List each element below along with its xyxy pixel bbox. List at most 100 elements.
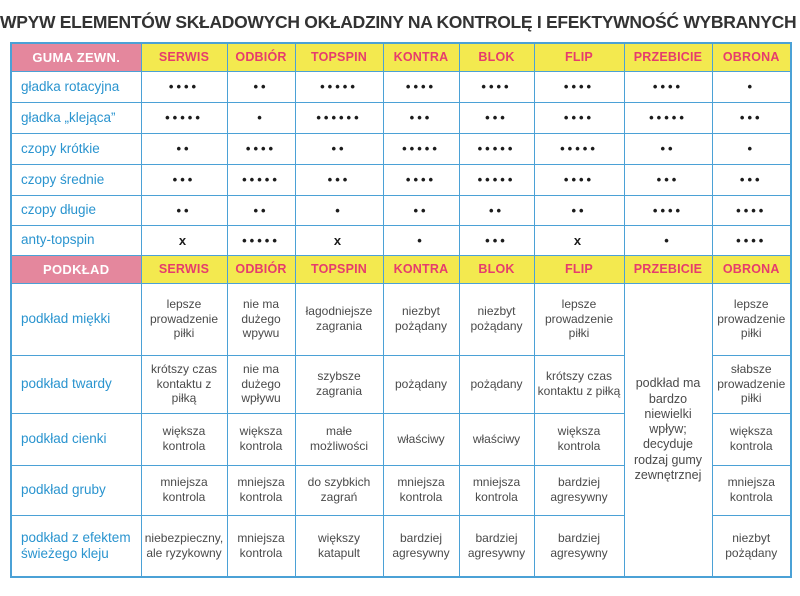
effect-cell: mniejsza kontrola	[711, 464, 792, 516]
rating-cell: ••••••	[294, 101, 384, 134]
col-header-obrona: OBRONA	[711, 254, 792, 284]
row-label: anty-topspin	[10, 224, 142, 256]
rating-cell: •••	[140, 163, 228, 196]
rating-cell: •••••	[623, 101, 713, 134]
rating-cell: •••••	[458, 132, 535, 165]
table-row-czopy-dlugie: czopy długie •• •• • •• •• •• •••• ••••	[10, 194, 792, 226]
rating-cell: •••	[711, 163, 792, 196]
col-header-kontra: KONTRA	[382, 254, 460, 284]
col-header-blok: BLOK	[458, 42, 535, 72]
rating-cell: ••••	[623, 194, 713, 226]
table-row-gladka-rotacyjna: gładka rotacyjna •••• •• ••••• •••• ••••…	[10, 70, 792, 103]
effect-cell: niezbyt pożądany	[711, 514, 792, 578]
col-header-blok: BLOK	[458, 254, 535, 284]
effect-cell: większa kontrola	[711, 412, 792, 466]
rating-cell: ••	[533, 194, 625, 226]
effect-cell: lepsze prowadzenie piłki	[140, 282, 228, 356]
col-header-serwis: SERWIS	[140, 42, 228, 72]
rating-cell: •••••	[382, 132, 460, 165]
rating-cell: ••	[140, 132, 228, 165]
table-row-podklad-twardy: podkład twardy krótszy czas kontaktu z p…	[10, 354, 792, 414]
rating-cell: •	[382, 224, 460, 256]
effect-cell: słabsze prowadzenie piłki	[711, 354, 792, 414]
table-row-czopy-krotkie: czopy krótkie •• •••• •• ••••• ••••• •••…	[10, 132, 792, 165]
rating-cell: ••••	[711, 224, 792, 256]
effect-cell: mniejsza kontrola	[382, 464, 460, 516]
col-header-topspin: TOPSPIN	[294, 42, 384, 72]
effect-cell: niezbyt pożądany	[382, 282, 460, 356]
effect-cell: szybsze zagrania	[294, 354, 384, 414]
rating-cell: •	[711, 132, 792, 165]
rating-cell: •••	[382, 101, 460, 134]
effect-cell: właściwy	[458, 412, 535, 466]
effect-cell: mniejsza kontrola	[140, 464, 228, 516]
row-label: podkład z efektem świeżego kleju	[10, 514, 142, 578]
row-label: gładka „klejąca”	[10, 101, 142, 134]
rating-cell: ••••	[533, 70, 625, 103]
effect-cell: małe możliwości	[294, 412, 384, 466]
rating-cell: •••••	[226, 163, 296, 196]
rating-cell: •••••	[533, 132, 625, 165]
effect-cell: mniejsza kontrola	[226, 464, 296, 516]
rating-cell: ••••	[711, 194, 792, 226]
table-row-podklad-swiezy-klej: podkład z efektem świeżego kleju niebezp…	[10, 514, 792, 578]
col-header-flip: FLIP	[533, 42, 625, 72]
col-header-przebicie: PRZEBICIE	[623, 254, 713, 284]
effect-cell: większy katapult	[294, 514, 384, 578]
rating-cell: •	[294, 194, 384, 226]
row-label: podkład twardy	[10, 354, 142, 414]
col-header-obrona: OBRONA	[711, 42, 792, 72]
rating-cell: ••••	[458, 70, 535, 103]
table-row-gladka-klejaca: gładka „klejąca” ••••• • •••••• ••• ••• …	[10, 101, 792, 134]
effect-cell: pożądany	[458, 354, 535, 414]
row-label: czopy krótkie	[10, 132, 142, 165]
effect-cell: krótszy czas kontaktu z piłką	[533, 354, 625, 414]
table-row-anty-topspin: anty-topspin x ••••• x • ••• x • ••••	[10, 224, 792, 256]
rating-cell: •••••	[226, 224, 296, 256]
row-label: czopy długie	[10, 194, 142, 226]
effect-cell: mniejsza kontrola	[458, 464, 535, 516]
rating-cell: ••	[294, 132, 384, 165]
effect-cell: bardziej agresywny	[382, 514, 460, 578]
col-header-kontra: KONTRA	[382, 42, 460, 72]
rating-cell: x	[533, 224, 625, 256]
rating-cell: •••	[711, 101, 792, 134]
rating-cell: ••••	[382, 70, 460, 103]
rating-cell: •••	[623, 163, 713, 196]
col-header-flip: FLIP	[533, 254, 625, 284]
rating-cell: •••••	[294, 70, 384, 103]
effect-cell: większa kontrola	[226, 412, 296, 466]
merged-przebicie-cell: podkład ma bardzo niewielki wpływ; decyd…	[623, 282, 713, 578]
row-label: czopy średnie	[10, 163, 142, 196]
rating-cell: ••••	[226, 132, 296, 165]
col-header-topspin: TOPSPIN	[294, 254, 384, 284]
table-row-podklad-gruby: podkład gruby mniejsza kontrola mniejsza…	[10, 464, 792, 516]
col-header-serwis: SERWIS	[140, 254, 228, 284]
rating-cell: •••••	[458, 163, 535, 196]
section2-title: PODKŁAD	[10, 254, 142, 284]
rating-cell: •	[711, 70, 792, 103]
effect-cell: do szybkich zagrań	[294, 464, 384, 516]
row-label: podkład miękki	[10, 282, 142, 356]
rating-cell: •••••	[140, 101, 228, 134]
effect-cell: bardziej agresywny	[533, 464, 625, 516]
rating-cell: •••	[458, 101, 535, 134]
effect-cell: większa kontrola	[140, 412, 228, 466]
section1-header-row: GUMA ZEWN. SERWIS ODBIÓR TOPSPIN KONTRA …	[10, 42, 792, 72]
rating-cell: •••	[458, 224, 535, 256]
col-header-przebicie: PRZEBICIE	[623, 42, 713, 72]
rating-cell: •	[623, 224, 713, 256]
effect-cell: krótszy czas kontaktu z piłką	[140, 354, 228, 414]
rating-cell: •	[226, 101, 296, 134]
table-row-czopy-srednie: czopy średnie ••• ••••• ••• •••• ••••• •…	[10, 163, 792, 196]
effect-cell: lepsze prowadzenie piłki	[533, 282, 625, 356]
effect-cell: nie ma dużego wpywu	[226, 282, 296, 356]
effect-cell: niezbyt pożądany	[458, 282, 535, 356]
covering-effects-table: GUMA ZEWN. SERWIS ODBIÓR TOPSPIN KONTRA …	[10, 42, 792, 578]
effect-cell: nie ma dużego wpływu	[226, 354, 296, 414]
rating-cell: ••••	[533, 163, 625, 196]
rating-cell: ••••	[382, 163, 460, 196]
page-title: WPYW ELEMENTÓW SKŁADOWYCH OKŁADZINY NA K…	[0, 12, 800, 32]
rating-cell: ••	[382, 194, 460, 226]
